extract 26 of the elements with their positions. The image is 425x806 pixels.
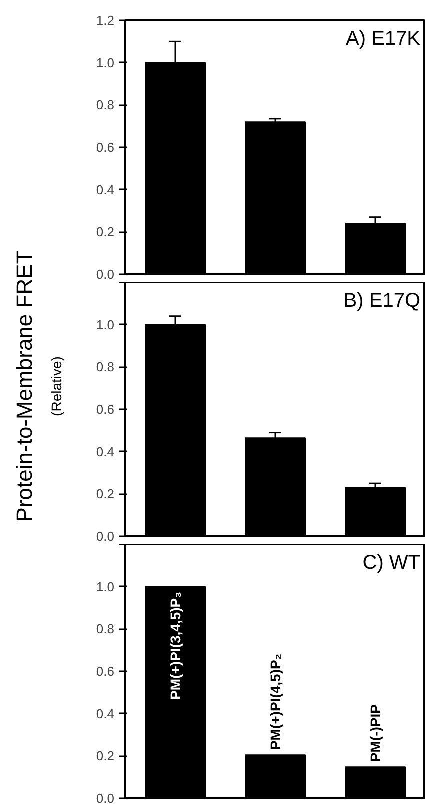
y-tick-label: 0.4: [96, 706, 115, 722]
y-tick-label: 0.8: [96, 98, 115, 113]
y-tick-label: 0.2: [96, 486, 115, 502]
y-tick-label: 0.4: [96, 444, 115, 460]
y-tick-label: 1.0: [96, 317, 115, 332]
chart-title: C) WT: [362, 552, 421, 574]
y-tick-label: 0.2: [96, 748, 115, 764]
y-tick-label: 0.8: [96, 360, 115, 375]
y-tick-label: 0.0: [96, 529, 115, 544]
y-tick-label: 0.4: [96, 182, 115, 198]
y-tick-label: 0.8: [96, 622, 115, 637]
x-tick-label: PM(+)PI(3,4,5)P₃: [168, 592, 184, 700]
y-tick-label: 0.2: [96, 224, 115, 240]
y-tick-label: 0.0: [96, 267, 115, 282]
x-tick-label: PM(-)PIP: [368, 704, 384, 762]
x-tick-label: PM(+)PI(4,5)P₂: [268, 654, 284, 750]
y-tick-label: 0.6: [96, 664, 115, 679]
y-tick-label: 0.6: [96, 140, 115, 155]
chart-title: B) E17Q: [344, 290, 421, 312]
y-tick-label: 1.0: [96, 55, 115, 70]
y-axis-title: Protein-to-Membrane FRET (Relative): [12, 250, 64, 522]
y-tick-label: 0.6: [96, 402, 115, 417]
chart-title: A) E17K: [346, 28, 422, 50]
y-tick-label: 1.0: [96, 579, 115, 594]
y-tick-label: 1.2: [96, 13, 115, 28]
y-tick-label: 0.0: [96, 791, 115, 806]
